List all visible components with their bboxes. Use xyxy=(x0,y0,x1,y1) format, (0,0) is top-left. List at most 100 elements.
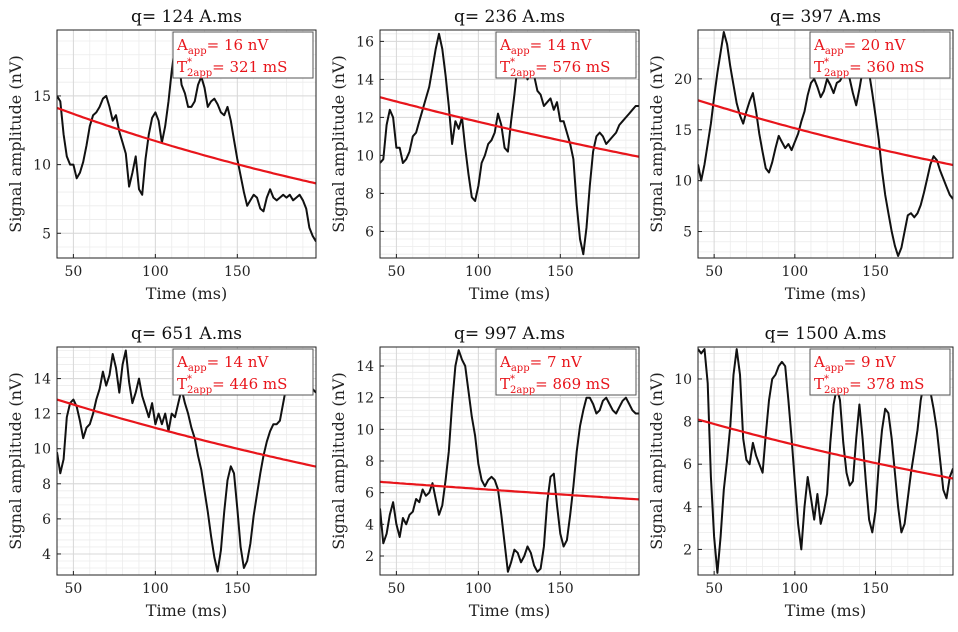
y-tick-label: 20 xyxy=(674,72,692,88)
y-tick-label: 6 xyxy=(365,224,374,240)
signal-line xyxy=(380,349,639,573)
amplitude-annotation: Aapp= 9 nV xyxy=(813,353,897,374)
t2-annotation: T* 2app= 378 mS xyxy=(814,374,924,396)
annotation-box xyxy=(172,31,314,79)
x-axis-label: Time (ms) xyxy=(146,284,227,303)
x-axis-label: Time (ms) xyxy=(469,284,550,303)
t2-annotation: T* 2app= 360 mS xyxy=(814,57,924,79)
annotation-box xyxy=(495,348,637,396)
y-tick-label: 12 xyxy=(33,407,51,423)
x-tick-label: 150 xyxy=(547,581,574,597)
annotation-box xyxy=(495,31,637,79)
t2-annotation: T* 2app= 576 mS xyxy=(500,57,610,79)
x-tick-label: 150 xyxy=(862,581,889,597)
y-tick-label: 5 xyxy=(42,226,51,242)
y-axis-label: Signal amplitude (nV) xyxy=(329,55,348,232)
subplot-title: q= 997 A.ms xyxy=(454,324,565,344)
amplitude-annotation: Aapp= 14 nV xyxy=(176,353,269,374)
y-tick-label: 10 xyxy=(356,422,374,438)
subplot-2: 50 100 150 6 8 10 12 14 16 q= 236 A.ms Time (ms) Si… xyxy=(329,7,640,303)
x-tick-label: 100 xyxy=(142,581,169,597)
amplitude-annotation: Aapp= 16 nV xyxy=(176,36,269,57)
axes-box xyxy=(697,29,954,259)
axes-box xyxy=(56,346,317,576)
annotation-box xyxy=(809,348,951,396)
axes-box xyxy=(56,29,317,259)
subplot-title: q= 1500 A.ms xyxy=(765,324,887,344)
subplot-1: 50 100 150 5 10 15 q= 124 A.ms Time (ms) Signal … xyxy=(6,7,317,303)
t2-annotation: T* 2app= 446 mS xyxy=(177,374,287,396)
y-tick-label: 5 xyxy=(683,225,692,241)
y-axis-label: Signal amplitude (nV) xyxy=(647,55,666,232)
signal-line xyxy=(698,31,953,257)
x-axis-label: Time (ms) xyxy=(146,601,227,620)
y-tick-label: 6 xyxy=(683,457,692,473)
y-tick-label: 8 xyxy=(42,477,51,493)
y-tick-label: 10 xyxy=(674,174,692,190)
signal-line xyxy=(57,349,316,573)
x-tick-label: 100 xyxy=(465,581,492,597)
subplot-title: q= 397 A.ms xyxy=(770,7,881,27)
fit-annotation: Aapp= 7 nVT* 2app= 869 mS xyxy=(495,348,637,396)
y-tick-label: 4 xyxy=(42,547,51,563)
y-tick-label: 14 xyxy=(356,72,374,88)
x-axis-label: Time (ms) xyxy=(785,284,866,303)
subplot-3: 50 100 150 5 10 15 20 q= 397 A.ms Time (ms) Signa… xyxy=(647,7,954,303)
signal-line xyxy=(698,348,953,574)
y-tick-label: 10 xyxy=(33,442,51,458)
y-tick-label: 15 xyxy=(674,123,692,139)
t2-annotation: T* 2app= 321 mS xyxy=(177,57,287,79)
y-tick-label: 12 xyxy=(356,391,374,407)
axes-box xyxy=(379,29,640,259)
x-tick-label: 50 xyxy=(64,264,82,280)
y-tick-label: 10 xyxy=(674,372,692,388)
y-tick-label: 10 xyxy=(356,148,374,164)
axes-box xyxy=(697,346,954,576)
subplot-6: 50 100 150 2 4 6 8 10 q= 1500 A.ms Time (ms) Signa… xyxy=(647,324,954,620)
fit-annotation: Aapp= 14 nVT* 2app= 446 mS xyxy=(172,348,314,396)
y-tick-label: 8 xyxy=(365,454,374,470)
subplot-4: 50 100 150 4 6 8 10 12 14 q= 651 A.ms Time (ms) Sig… xyxy=(6,324,317,620)
y-tick-label: 15 xyxy=(33,89,51,105)
fit-line xyxy=(57,106,316,185)
y-axis-label: Signal amplitude (nV) xyxy=(329,372,348,549)
x-tick-label: 150 xyxy=(547,264,574,280)
x-tick-label: 100 xyxy=(142,264,169,280)
y-tick-label: 2 xyxy=(683,542,692,558)
x-axis-label: Time (ms) xyxy=(785,601,866,620)
x-tick-label: 150 xyxy=(224,581,251,597)
x-tick-label: 50 xyxy=(387,581,405,597)
x-tick-label: 50 xyxy=(387,264,405,280)
y-tick-label: 16 xyxy=(356,34,374,50)
x-tick-label: 150 xyxy=(862,264,889,280)
fit-annotation: Aapp= 16 nVT* 2app= 321 mS xyxy=(172,31,314,79)
y-tick-label: 8 xyxy=(365,186,374,202)
x-tick-label: 50 xyxy=(64,581,82,597)
y-tick-label: 14 xyxy=(33,372,51,388)
t2-annotation: T* 2app= 869 mS xyxy=(500,374,610,396)
subplot-title: q= 236 A.ms xyxy=(454,7,565,27)
y-tick-label: 14 xyxy=(356,359,374,375)
amplitude-annotation: Aapp= 7 nV xyxy=(499,353,583,374)
fit-line xyxy=(57,398,316,468)
x-tick-label: 100 xyxy=(781,264,808,280)
x-axis-label: Time (ms) xyxy=(469,601,550,620)
y-tick-label: 2 xyxy=(365,549,374,565)
fit-annotation: Aapp= 20 nVT* 2app= 360 mS xyxy=(809,31,951,79)
y-tick-label: 6 xyxy=(42,512,51,528)
fit-line xyxy=(698,418,953,480)
fit-annotation: Aapp= 14 nVT* 2app= 576 mS xyxy=(495,31,637,79)
amplitude-annotation: Aapp= 20 nV xyxy=(813,36,906,57)
fit-line xyxy=(380,96,639,158)
fit-annotation: Aapp= 9 nVT* 2app= 378 mS xyxy=(809,348,951,396)
subplot-title: q= 651 A.ms xyxy=(131,324,242,344)
y-axis-label: Signal amplitude (nV) xyxy=(6,372,25,549)
y-axis-label: Signal amplitude (nV) xyxy=(6,55,25,232)
y-tick-label: 12 xyxy=(356,110,374,126)
x-tick-label: 50 xyxy=(705,581,723,597)
x-tick-label: 150 xyxy=(224,264,251,280)
fit-line xyxy=(380,480,639,501)
annotation-box xyxy=(809,31,951,79)
x-tick-label: 100 xyxy=(781,581,808,597)
